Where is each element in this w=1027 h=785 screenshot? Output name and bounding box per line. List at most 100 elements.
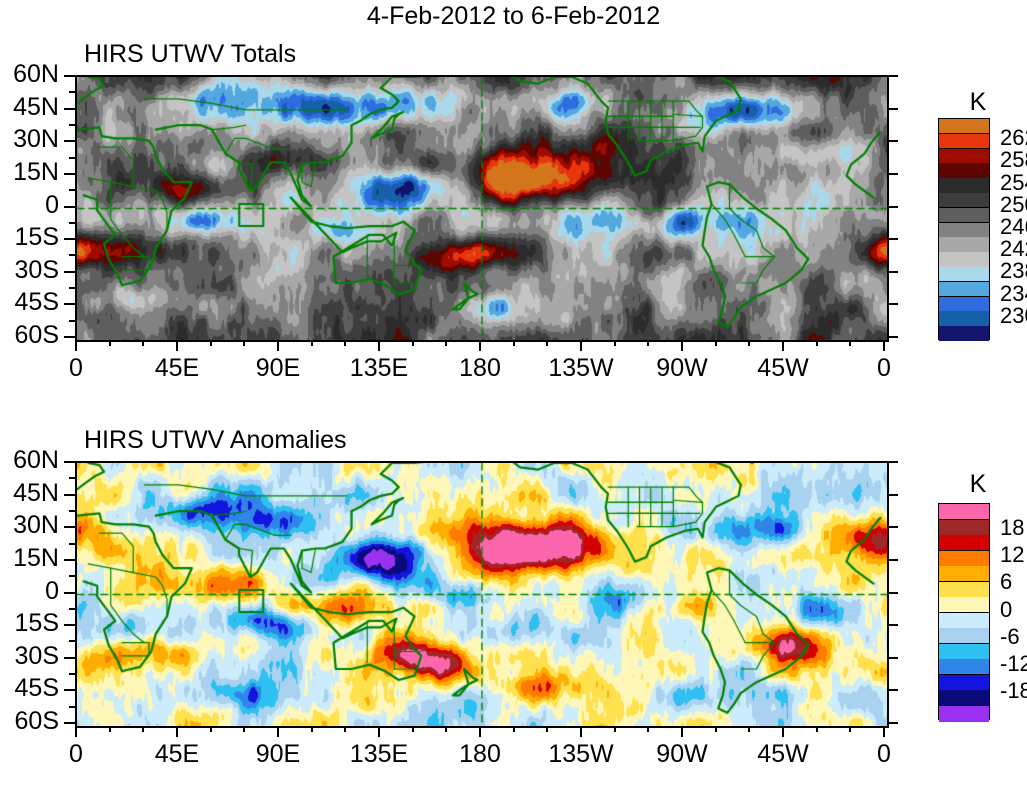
x-tick-minor bbox=[546, 340, 549, 346]
colorbar-band bbox=[939, 550, 989, 567]
y-tick-minor bbox=[69, 221, 75, 224]
colorbar-band bbox=[939, 612, 989, 629]
x-tick-label: 0 bbox=[877, 740, 891, 768]
x-tick-major bbox=[176, 726, 178, 737]
y-tick-minor bbox=[69, 254, 75, 257]
map-anomalies[interactable] bbox=[75, 461, 889, 728]
y-tick-label: 60N bbox=[13, 60, 59, 88]
y-tick-major-right bbox=[887, 689, 898, 692]
y-tick-major-right bbox=[887, 591, 898, 594]
x-tick-minor bbox=[512, 726, 515, 732]
colorbar-band bbox=[939, 207, 989, 224]
x-tick-minor bbox=[243, 340, 246, 346]
x-tick-minor bbox=[310, 726, 313, 732]
y-tick-major-right bbox=[887, 107, 898, 110]
x-tick-major bbox=[883, 726, 885, 737]
map-anomalies-canvas bbox=[77, 463, 887, 726]
colorbar-band bbox=[939, 222, 989, 238]
y-tick-major bbox=[64, 107, 75, 110]
x-tick-label: 45W bbox=[757, 740, 809, 768]
x-tick-major bbox=[277, 340, 279, 351]
y-tick-major-right bbox=[887, 205, 898, 208]
x-tick-minor bbox=[512, 340, 515, 346]
y-tick-label: 30N bbox=[13, 511, 59, 540]
x-tick-label: 45E bbox=[154, 740, 200, 768]
y-tick-minor bbox=[69, 509, 75, 512]
y-tick-minor bbox=[69, 575, 75, 578]
y-tick-major-right bbox=[887, 238, 898, 241]
y-tick-major bbox=[64, 722, 75, 724]
colorbar-tick-label: 12 bbox=[1000, 542, 1025, 568]
x-tick-minor bbox=[613, 340, 616, 346]
x-tick-label: 0 bbox=[69, 740, 83, 768]
y-tick-major bbox=[64, 140, 75, 143]
y-tick-major-right bbox=[887, 336, 898, 338]
y-tick-major bbox=[64, 238, 75, 241]
y-tick-major-right bbox=[887, 624, 898, 627]
figure-title: 4-Feb-2012 to 6-Feb-2012 bbox=[366, 2, 661, 30]
colorbar-band bbox=[939, 311, 989, 327]
x-tick-label: 135E bbox=[349, 354, 409, 382]
colorbar-band bbox=[939, 119, 989, 135]
colorbar-band bbox=[939, 690, 989, 706]
colorbar-tick-label: 250 bbox=[1000, 191, 1027, 217]
colorbar-band bbox=[939, 252, 989, 268]
x-tick-major bbox=[378, 726, 380, 737]
x-tick-minor bbox=[445, 726, 448, 732]
panel-title-totals: HIRS UTWV Totals bbox=[84, 40, 297, 68]
colorbar-unit-anomalies: K bbox=[969, 470, 987, 498]
x-tick-minor bbox=[714, 726, 717, 732]
colorbar-band bbox=[939, 326, 989, 342]
colorbar-band bbox=[939, 504, 989, 520]
colorbar-band bbox=[939, 597, 989, 613]
y-tick-label: 45S bbox=[14, 674, 59, 703]
x-tick-major bbox=[479, 726, 481, 737]
y-tick-label: 30N bbox=[13, 125, 59, 154]
y-tick-major-right bbox=[887, 722, 898, 724]
x-tick-major bbox=[176, 340, 178, 351]
x-tick-label: 135W bbox=[548, 740, 614, 768]
x-tick-minor bbox=[815, 340, 818, 346]
x-tick-minor bbox=[344, 726, 347, 732]
x-tick-label: 180 bbox=[459, 740, 501, 768]
y-tick-major-right bbox=[887, 172, 898, 175]
y-tick-major bbox=[64, 624, 75, 627]
colorbar-band bbox=[939, 193, 989, 209]
x-tick-label: 90E bbox=[255, 354, 301, 382]
colorbar-band bbox=[939, 643, 989, 660]
colorbar-band bbox=[939, 237, 989, 253]
x-tick-minor bbox=[243, 726, 246, 732]
x-tick-minor bbox=[748, 340, 751, 346]
x-tick-minor bbox=[445, 340, 448, 346]
y-tick-major bbox=[64, 270, 75, 273]
x-tick-major bbox=[681, 340, 683, 351]
x-tick-label: 90W bbox=[656, 354, 708, 382]
y-tick-label: 60S bbox=[14, 321, 59, 349]
y-tick-minor bbox=[69, 319, 75, 322]
x-tick-major bbox=[75, 340, 77, 351]
y-tick-label: 30S bbox=[14, 255, 59, 284]
x-tick-minor bbox=[209, 726, 212, 732]
colorbar-band bbox=[939, 148, 989, 164]
x-tick-minor bbox=[714, 340, 717, 346]
colorbar-band bbox=[939, 296, 989, 312]
colorbar-anomalies[interactable] bbox=[938, 503, 990, 722]
y-tick-major-right bbox=[887, 461, 898, 463]
y-tick-minor bbox=[69, 477, 75, 480]
map-totals[interactable] bbox=[75, 75, 889, 342]
colorbar-totals[interactable] bbox=[938, 118, 990, 342]
y-tick-major bbox=[64, 75, 75, 77]
y-tick-label: 15N bbox=[13, 157, 59, 186]
colorbar-band bbox=[939, 281, 989, 298]
x-tick-minor bbox=[613, 726, 616, 732]
colorbar-unit-totals: K bbox=[969, 88, 987, 116]
map-totals-canvas bbox=[77, 77, 887, 340]
colorbar-tick-label: 0 bbox=[1000, 596, 1013, 622]
colorbar-band bbox=[939, 519, 989, 536]
colorbar-tick-label: 230 bbox=[1000, 302, 1027, 328]
x-tick-label: 45W bbox=[757, 354, 809, 382]
y-tick-major bbox=[64, 205, 75, 208]
colorbar-tick-label: 242 bbox=[1000, 236, 1027, 262]
y-tick-minor bbox=[69, 91, 75, 94]
y-tick-minor bbox=[69, 607, 75, 610]
